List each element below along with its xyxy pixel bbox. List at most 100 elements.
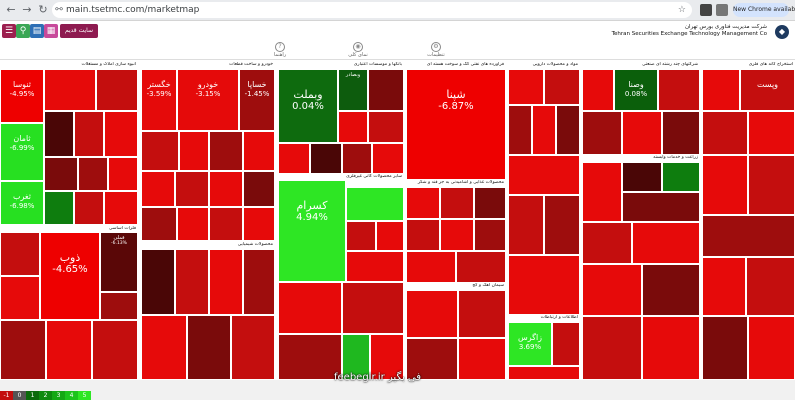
stock-tile[interactable] [44,157,78,191]
stock-tile[interactable] [702,215,795,257]
stock-tile[interactable] [702,111,748,155]
search-icon[interactable]: ⚲ [16,24,30,38]
stock-tile[interactable] [582,222,632,264]
stock-tile[interactable]: وبصادر [338,69,368,111]
stock-tile[interactable] [278,282,342,334]
sector-header[interactable]: خودرو و ساخت قطعات [141,62,275,68]
stock-tile[interactable]: وصنا 0.08% [614,69,658,111]
stock-tile[interactable] [406,290,458,338]
stock-tile[interactable] [209,207,243,241]
stock-tile[interactable] [209,249,243,315]
stock-tile[interactable] [141,171,175,207]
stock-tile[interactable]: ثغرب -6.98% [0,181,44,225]
stock-tile[interactable] [278,334,342,380]
stock-tile[interactable] [74,111,104,157]
stock-tile[interactable] [243,131,275,171]
stock-tile[interactable] [342,334,370,380]
stock-tile[interactable] [544,195,580,255]
stock-tile[interactable] [243,249,275,315]
sector-header[interactable]: شرکتهای چند رشته ای صنعتی [582,62,700,68]
stock-tile[interactable] [209,171,243,207]
stock-tile[interactable] [0,320,46,380]
stock-tile[interactable] [532,105,556,155]
stock-tile[interactable] [508,69,544,105]
stock-tile[interactable] [458,338,506,380]
stock-tile[interactable] [552,322,580,366]
stock-tile[interactable] [243,207,275,241]
stock-tile[interactable] [92,320,138,380]
sector-header[interactable]: محصولات غذایی و آشامیدنی به جز قند و شکر [406,180,506,186]
stock-tile[interactable] [642,264,700,316]
forward-icon[interactable]: → [22,3,32,16]
stock-tile[interactable] [458,290,506,338]
sector-header[interactable]: زراعت و خدمات وابسته [582,155,700,161]
stock-tile[interactable] [406,251,456,283]
stock-tile[interactable] [368,111,404,143]
stock-tile[interactable] [582,162,622,222]
stock-tile[interactable] [406,187,440,219]
stock-tile[interactable] [372,143,404,174]
stock-tile[interactable] [346,187,404,221]
sector-header[interactable]: مواد و محصولات دارویی [508,62,580,68]
sector-header[interactable]: سیمان آهک و گچ [406,283,506,289]
sector-header[interactable]: فراورده های نفتی کک و سوخت هسته ای [406,62,506,68]
stock-tile[interactable] [46,320,92,380]
stock-tile[interactable] [141,207,177,241]
stock-tile[interactable] [338,111,368,143]
stock-tile[interactable] [440,187,474,219]
help-tool[interactable]: ? راهنما [266,41,294,58]
stock-tile[interactable] [662,111,700,155]
stock-tile[interactable] [508,195,544,255]
stock-tile[interactable] [748,316,795,380]
stock-tile[interactable] [104,111,138,157]
stock-tile[interactable] [440,219,474,251]
stock-tile[interactable] [141,315,187,380]
stock-tile[interactable]: خساپا -1.45% [239,69,275,131]
stock-tile[interactable] [368,69,404,111]
stock-tile[interactable] [632,222,700,264]
stock-tile[interactable] [508,255,580,315]
sidepanel-icon[interactable] [716,4,728,16]
stock-tile[interactable] [406,219,440,251]
stock-tile[interactable]: ثامان -6.99% [0,123,44,181]
stock-tile[interactable] [44,111,74,157]
stock-tile[interactable] [406,338,458,380]
stock-tile[interactable] [44,69,96,111]
stock-tile[interactable] [370,334,404,380]
stock-tile[interactable] [376,221,404,251]
stock-tile[interactable] [175,249,209,315]
stock-tile[interactable] [0,232,40,276]
stock-tile[interactable] [508,105,532,155]
stock-tile[interactable]: وپست [740,69,795,111]
overview-tool[interactable]: ◉ نمای کلی [344,41,372,58]
stock-tile[interactable]: وبملت 0.04% [278,69,338,143]
address-bar[interactable]: ⚯ main.tsetmc.com/marketmap ☆ [52,2,692,18]
stock-tile[interactable] [177,207,209,241]
stock-tile[interactable] [474,187,506,219]
watchlist-icon[interactable]: ▤ [30,24,44,38]
sector-header[interactable]: انبوه سازی املاک و مستغلات [0,62,138,68]
stock-tile[interactable] [104,191,138,225]
stock-tile[interactable] [209,131,243,171]
stock-tile[interactable] [702,69,740,111]
stock-tile[interactable] [346,251,404,282]
stock-tile[interactable] [179,131,209,171]
stock-tile[interactable] [342,282,404,334]
stock-tile[interactable] [702,257,746,316]
sector-header[interactable]: فلزات اساسی [0,226,138,232]
stock-tile[interactable]: ثنوسا -4.95% [0,69,44,123]
stock-tile[interactable] [556,105,580,155]
extension-icon[interactable] [700,4,712,16]
stock-tile[interactable] [231,315,275,380]
stock-tile[interactable]: زاگرس 3.69% [508,322,552,366]
stock-tile[interactable] [108,157,138,191]
stock-tile[interactable] [346,221,376,251]
stock-tile[interactable]: خگستر -3.59% [141,69,177,131]
stock-tile[interactable] [748,155,795,215]
stock-tile[interactable]: خودرو -3.15% [177,69,239,131]
stock-tile[interactable] [310,143,342,174]
stock-tile[interactable] [582,316,642,380]
stock-tile[interactable] [622,162,662,192]
chrome-update-chip[interactable]: New Chrome available [733,3,795,17]
stock-tile[interactable] [456,251,506,283]
